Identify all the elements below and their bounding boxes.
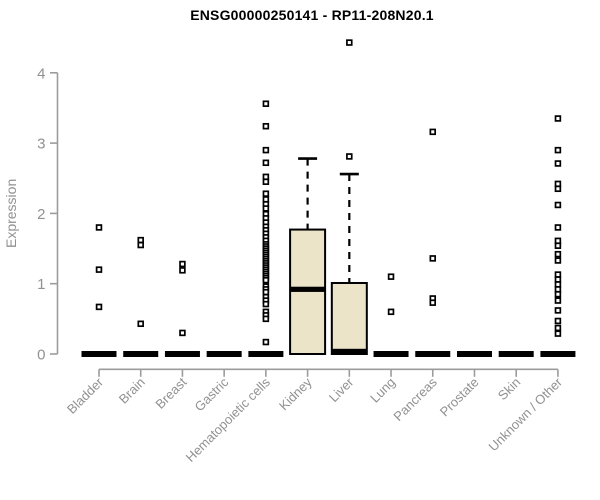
outlier-point-bladder — [95, 224, 103, 231]
median-line-kidney — [290, 286, 326, 292]
x-tick-label-brain: Brain — [116, 375, 148, 407]
outlier-point-hematopoietic-cells — [262, 100, 270, 107]
outlier-point-unknown-other — [554, 330, 562, 337]
outlier-point-pancreas — [429, 128, 437, 136]
outlier-point-hematopoietic-cells — [262, 300, 270, 308]
x-tick-label-lung: Lung — [367, 375, 398, 406]
x-tick-label-pancreas: Pancreas — [390, 374, 440, 424]
y-tick-label-4: 4 — [37, 65, 45, 82]
collapsed-box-brain — [123, 351, 159, 357]
outlier-point-unknown-other — [554, 290, 562, 298]
outlier-point-unknown-other — [554, 224, 562, 231]
collapsed-box-skin — [498, 351, 534, 357]
outlier-point-pancreas — [429, 255, 437, 262]
outlier-point-hematopoietic-cells — [262, 315, 270, 323]
y-tick-label-1: 1 — [37, 276, 45, 293]
outlier-point-pancreas — [429, 299, 437, 306]
outlier-point-unknown-other — [554, 250, 562, 258]
outlier-point-breast — [179, 329, 186, 337]
collapsed-box-bladder — [81, 351, 117, 357]
box-liver — [330, 281, 368, 356]
outlier-point-unknown-other — [554, 146, 562, 154]
x-tick-label-gastric: Gastric — [192, 374, 232, 414]
outlier-point-bladder — [95, 266, 103, 273]
collapsed-box-lung — [373, 351, 409, 357]
chart-title: ENSG00000250141 - RP11-208N20.1 — [190, 7, 434, 23]
outlier-point-hematopoietic-cells — [262, 159, 270, 167]
outlier-point-breast — [179, 267, 186, 274]
median-line-liver — [331, 348, 367, 354]
x-tick-label-breast: Breast — [152, 374, 189, 411]
x-tick-label-bladder: Bladder — [64, 374, 107, 417]
outlier-point-unknown-other — [554, 201, 562, 209]
outlier-point-unknown-other — [554, 317, 562, 325]
outlier-point-unknown-other — [554, 160, 562, 167]
x-tick-label-skin: Skin — [495, 375, 523, 403]
outlier-point-hematopoietic-cells — [262, 122, 270, 130]
outlier-point-breast — [179, 260, 186, 268]
y-tick-label-2: 2 — [37, 206, 45, 223]
collapsed-box-prostate — [456, 351, 492, 357]
outlier-point-lung — [387, 308, 395, 316]
collapsed-box-hematopoietic-cells — [248, 351, 284, 357]
outlier-point-unknown-other — [554, 242, 562, 249]
collapsed-box-pancreas — [415, 351, 451, 357]
collapsed-box-gastric — [206, 351, 242, 357]
outlier-point-unknown-other — [554, 185, 562, 193]
collapsed-box-unknown-other — [540, 351, 576, 357]
outlier-point-bladder — [95, 303, 103, 311]
collapsed-box-breast — [164, 351, 200, 357]
x-tick-label-kidney: Kidney — [276, 374, 315, 413]
outlier-point-unknown-other — [554, 307, 562, 314]
outlier-point-hematopoietic-cells — [262, 190, 270, 197]
outlier-point-brain — [137, 241, 144, 249]
y-tick-label-3: 3 — [37, 136, 45, 153]
x-tick-label-unknown-other: Unknown / Other — [485, 374, 565, 454]
y-tick-label-0: 0 — [37, 347, 45, 364]
y-axis-title: Expression — [3, 179, 19, 248]
outlier-point-brain — [137, 320, 144, 328]
outlier-point-unknown-other — [554, 115, 562, 122]
outlier-point-hematopoietic-cells — [262, 146, 270, 154]
outlier-point-unknown-other — [554, 257, 562, 264]
outlier-point-liver — [346, 39, 353, 46]
x-tick-label-prostate: Prostate — [437, 375, 482, 420]
outlier-point-liver — [346, 153, 353, 160]
x-tick-label-liver: Liver — [326, 374, 357, 405]
outlier-point-unknown-other — [554, 297, 562, 304]
outlier-point-lung — [387, 273, 395, 280]
outlier-point-unknown-other — [554, 324, 562, 332]
outlier-point-hematopoietic-cells — [262, 276, 270, 284]
outlier-point-hematopoietic-cells — [262, 178, 270, 186]
outlier-point-hematopoietic-cells — [262, 338, 270, 346]
outlier-point-hematopoietic-cells — [262, 205, 270, 212]
